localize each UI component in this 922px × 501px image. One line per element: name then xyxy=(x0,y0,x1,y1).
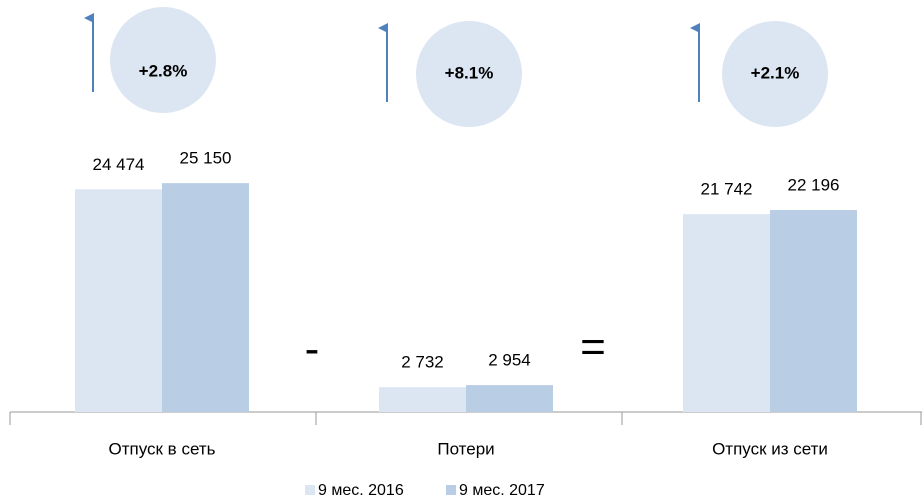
change-label: +8.1% xyxy=(445,63,494,82)
bar xyxy=(466,385,553,412)
legend-label: 9 мес. 2017 xyxy=(459,482,545,499)
change-bubble xyxy=(722,21,828,127)
operator: = xyxy=(580,323,606,372)
value-label: 2 732 xyxy=(401,353,444,372)
bar xyxy=(770,210,857,412)
change-bubble xyxy=(110,7,216,113)
value-label: 25 150 xyxy=(180,149,232,168)
x-tick-label: Потери xyxy=(437,439,494,458)
growth-arrows xyxy=(84,13,700,102)
legend-swatch xyxy=(305,485,315,495)
change-label: +2.1% xyxy=(751,63,800,82)
bar xyxy=(75,189,162,412)
x-tick-label: Отпуск из сети xyxy=(712,439,828,458)
change-label: +2.8% xyxy=(139,61,188,80)
x-tick-label: Отпуск в сеть xyxy=(109,439,216,458)
operator: - xyxy=(305,325,320,374)
x-axis xyxy=(9,411,922,425)
value-label: 22 196 xyxy=(788,176,840,195)
bar xyxy=(683,214,770,412)
bar xyxy=(162,183,249,412)
value-label: 24 474 xyxy=(93,155,145,174)
value-label: 21 742 xyxy=(701,180,753,199)
value-label: 2 954 xyxy=(488,351,531,370)
bar xyxy=(379,387,466,412)
legend-label: 9 мес. 2016 xyxy=(318,482,404,499)
legend-swatch xyxy=(446,485,456,495)
change-bubble xyxy=(416,21,522,127)
